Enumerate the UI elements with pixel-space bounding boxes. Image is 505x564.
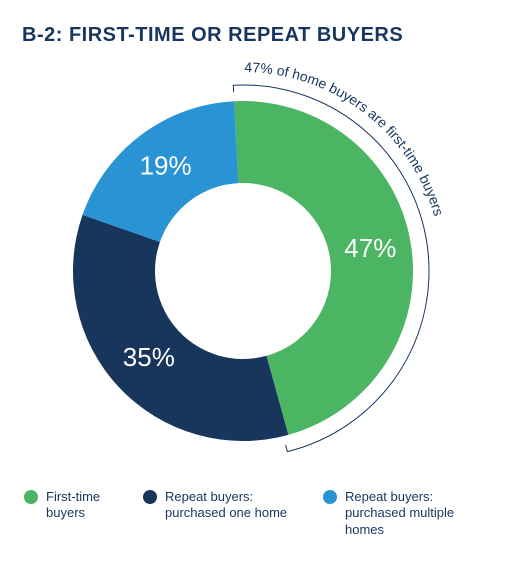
legend-swatch [323, 490, 337, 504]
donut-svg: 47%35%19%47% of home buyers are first-ti… [33, 55, 473, 475]
chart-container: B-2: FIRST-TIME OR REPEAT BUYERS 47% 35% 1… [0, 0, 505, 564]
legend-swatch [24, 490, 38, 504]
slice-label-first_time: 47% [344, 233, 396, 263]
slice-label-repeat_multiple: 19% [139, 151, 191, 181]
legend-item-repeat-one: Repeat buyers: purchased one home [143, 489, 303, 538]
chart-title: B-2: FIRST-TIME OR REPEAT BUYERS [22, 24, 483, 47]
legend-item-repeat-multiple: Repeat buyers: purchased multiple homes [323, 489, 483, 538]
slice-label-repeat_one: 35% [122, 342, 174, 372]
donut-chart: 47%35%19%47% of home buyers are first-ti… [22, 55, 483, 475]
legend-label: Repeat buyers: purchased one home [165, 489, 303, 522]
legend-swatch [143, 490, 157, 504]
legend-label: Repeat buyers: purchased multiple homes [345, 489, 483, 538]
legend-item-first-time: First-time buyers [24, 489, 123, 538]
donut-slice-repeat_one [72, 215, 287, 441]
legend-label: First-time buyers [46, 489, 123, 522]
legend: First-time buyers Repeat buyers: purchas… [22, 489, 483, 538]
